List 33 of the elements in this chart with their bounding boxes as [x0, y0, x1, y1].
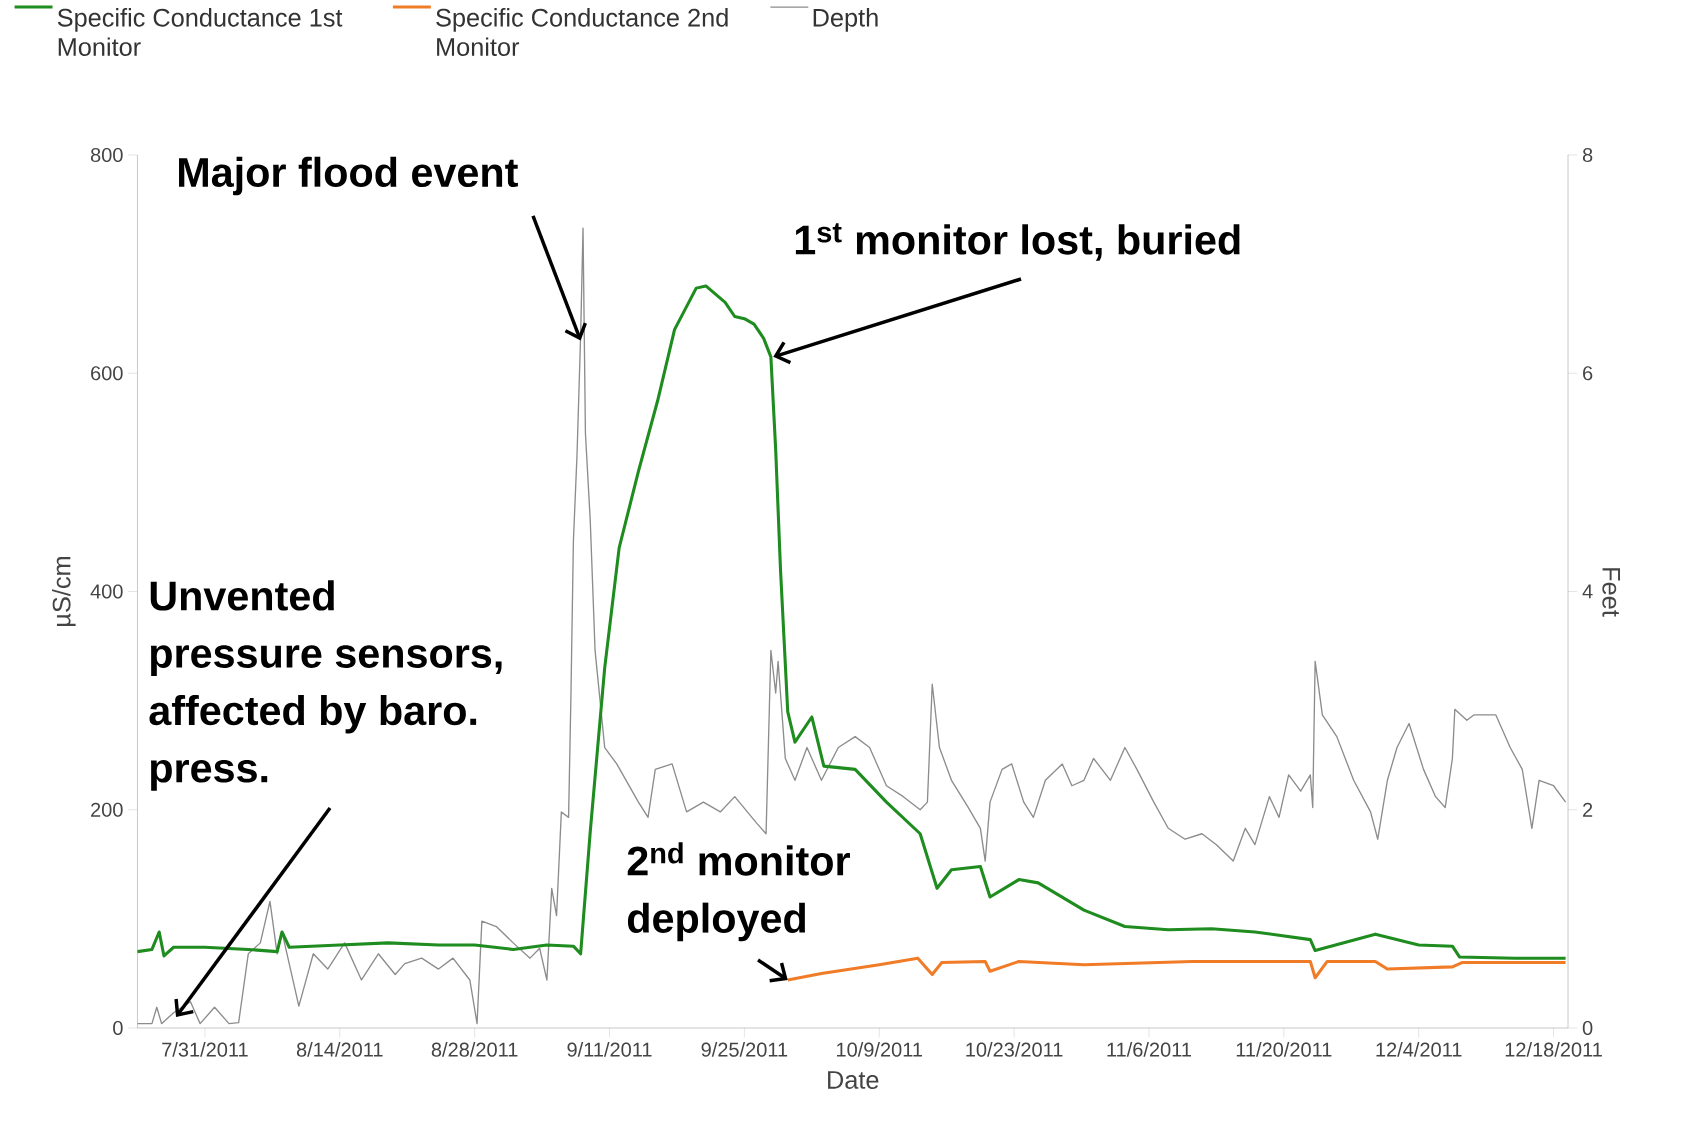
y-tick-label: 800	[90, 147, 123, 163]
x-tick-label: 11/20/2011	[1236, 1042, 1332, 1057]
y-tick-label: 0	[113, 1020, 123, 1036]
y2-tick-label: 0	[1582, 1020, 1593, 1036]
y2-axis-title: Feet	[1602, 568, 1620, 617]
legend-label: Specific Conductance 2nd Monitor	[436, 8, 728, 57]
annotation: 1$^{st}$ monitor lost, buried	[795, 223, 1240, 261]
annotation: Major flood event	[179, 156, 518, 196]
annotation: 2$^{nd}$ monitor deployed	[627, 842, 850, 942]
x-tick-label: 10/23/2011	[966, 1042, 1063, 1057]
y-tick-label: 400	[90, 584, 123, 599]
x-tick-label: 12/4/2011	[1376, 1042, 1462, 1057]
x-tick-label: 9/25/2011	[701, 1042, 788, 1057]
y2-tick-label: 4	[1582, 584, 1593, 599]
x-tick-label: 10/9/2011	[837, 1042, 922, 1057]
line-series	[135, 284, 1568, 960]
x-tick-label: 9/11/2011	[567, 1042, 652, 1057]
x-tick-label: 7/31/2011	[162, 1042, 248, 1057]
x-tick-label: 8/14/2011	[296, 1042, 383, 1057]
legend-label: Depth	[813, 8, 878, 32]
line-series	[786, 956, 1568, 982]
y2-tick-label: 8	[1582, 147, 1593, 163]
x-tick-label: 8/28/2011	[431, 1042, 518, 1057]
x-tick-label: 12/18/2011	[1505, 1042, 1602, 1057]
x-tick-label: 11/6/2011	[1107, 1042, 1191, 1057]
y-tick-label: 200	[91, 802, 123, 817]
y-axis-title: µS/cm	[51, 557, 76, 626]
x-axis-title: Date	[828, 1071, 879, 1089]
y2-tick-label: 2	[1583, 802, 1593, 817]
annotation: Unvented pressure sensors, affected by baro. press.	[149, 580, 502, 791]
legend-label: Specific Conductance 1st Monitor	[57, 8, 343, 57]
y-tick-label: 600	[91, 366, 123, 381]
y2-tick-label: 6	[1583, 366, 1593, 381]
